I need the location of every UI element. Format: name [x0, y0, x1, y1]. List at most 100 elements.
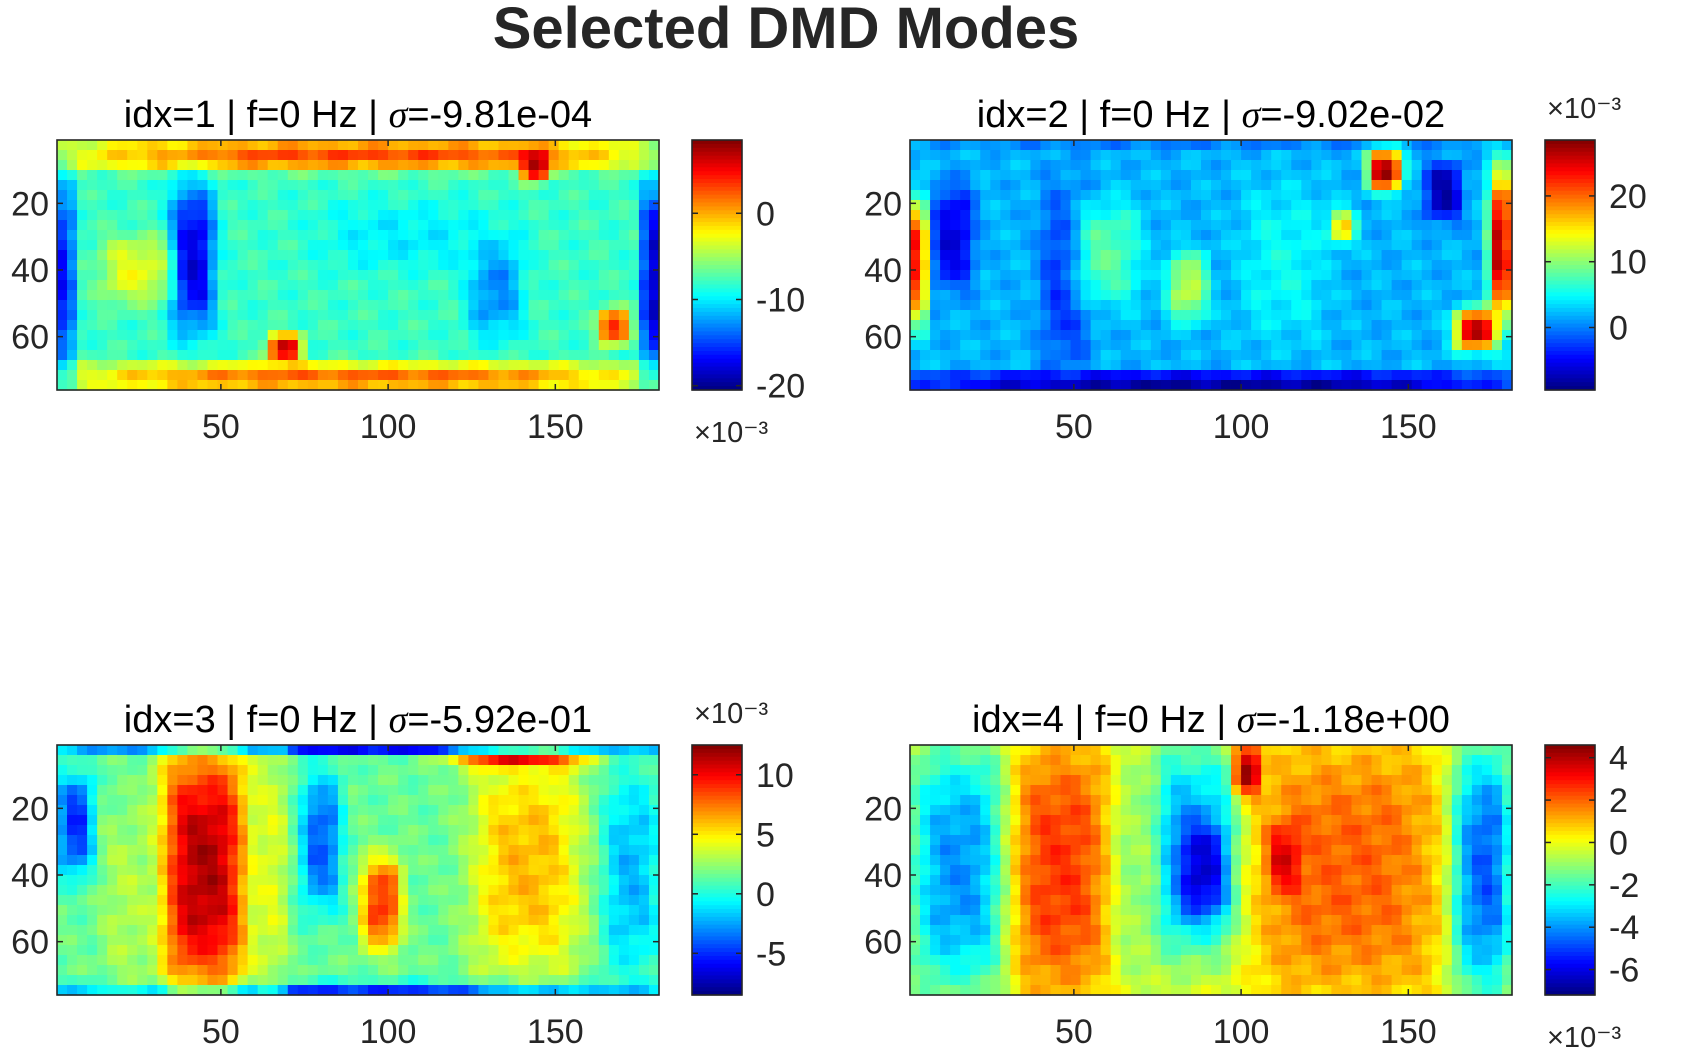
heatmap-cell — [67, 745, 78, 756]
heatmap-cell — [1491, 290, 1503, 301]
heatmap-cell — [1150, 340, 1162, 351]
heatmap-cell — [127, 805, 138, 816]
heatmap-cell — [167, 230, 178, 241]
colorbar-segment — [692, 827, 742, 832]
heatmap-cell — [237, 230, 249, 241]
heatmap-cell — [217, 300, 229, 311]
colorbar-segment — [692, 912, 742, 918]
heatmap-cell — [1200, 350, 1212, 361]
heatmap-cell — [277, 200, 289, 211]
heatmap-cell — [1070, 330, 1082, 341]
heatmap-cell — [568, 330, 580, 341]
heatmap-cell — [1211, 190, 1222, 201]
heatmap-cell — [1281, 270, 1292, 281]
heatmap-cell — [418, 825, 429, 836]
heatmap-cell — [990, 160, 1001, 171]
heatmap-cell — [227, 380, 239, 391]
heatmap-cell — [1321, 300, 1332, 311]
heatmap-cell — [458, 260, 469, 271]
colorbar-segment — [692, 807, 742, 813]
heatmap-cell — [358, 380, 369, 391]
heatmap-cell — [1130, 320, 1142, 331]
heatmap-cell — [528, 805, 540, 816]
heatmap-cell — [197, 925, 209, 936]
heatmap-cell — [337, 865, 349, 876]
heatmap-cell — [1231, 260, 1242, 271]
heatmap-cell — [468, 320, 479, 331]
heatmap-cell — [1381, 765, 1393, 776]
heatmap-cell — [528, 150, 540, 161]
heatmap-cell — [1311, 180, 1322, 191]
heatmap-cell — [1211, 340, 1222, 351]
heatmap-cell — [67, 775, 78, 786]
heatmap-cell — [1180, 190, 1192, 201]
heatmap-cell — [1321, 380, 1332, 391]
heatmap-cell — [598, 300, 610, 311]
heatmap-cell — [478, 795, 490, 806]
heatmap-cell — [638, 845, 650, 856]
heatmap-cell — [1501, 190, 1513, 201]
heatmap-cell — [277, 250, 289, 261]
heatmap-cell — [177, 270, 189, 281]
heatmap-cell — [588, 915, 600, 926]
heatmap-cell — [317, 925, 329, 936]
heatmap-cell — [117, 310, 128, 321]
heatmap-cell — [388, 765, 399, 776]
heatmap-cell — [117, 905, 128, 916]
heatmap-cell — [478, 955, 490, 966]
heatmap-cell — [247, 220, 259, 231]
heatmap-cell — [408, 370, 419, 381]
heatmap-cell — [578, 925, 590, 936]
heatmap-cell — [628, 260, 640, 271]
heatmap-cell — [1501, 765, 1513, 776]
heatmap-cell — [378, 825, 389, 836]
heatmap-cell — [1421, 745, 1433, 756]
heatmap-cell — [1281, 240, 1292, 251]
heatmap-cell — [548, 240, 560, 251]
heatmap-cell — [1321, 180, 1332, 191]
heatmap-cell — [1261, 270, 1272, 281]
heatmap-cell — [628, 815, 640, 826]
heatmap-cell — [277, 340, 289, 351]
heatmap-cell — [910, 260, 921, 271]
heatmap-cell — [307, 330, 319, 341]
heatmap-cell — [618, 340, 630, 351]
heatmap-cell — [468, 370, 479, 381]
heatmap-cell — [608, 360, 620, 371]
heatmap-cell — [558, 835, 570, 846]
heatmap-cell — [77, 745, 88, 756]
heatmap-cell — [408, 250, 419, 261]
y-tick-label: 40 — [11, 252, 49, 290]
heatmap-cell — [1120, 280, 1132, 291]
heatmap-cell — [1311, 300, 1322, 311]
heatmap-cell — [358, 280, 369, 291]
heatmap-cell — [217, 230, 229, 241]
heatmap-cell — [930, 160, 941, 171]
heatmap-cell — [1281, 310, 1292, 321]
heatmap-cell — [67, 190, 78, 201]
heatmap-cell — [97, 280, 108, 291]
heatmap-cell — [1341, 350, 1353, 361]
heatmap-cell — [408, 895, 419, 906]
heatmap-cell — [358, 855, 369, 866]
heatmap-cell — [388, 160, 399, 171]
heatmap-cell — [518, 795, 530, 806]
heatmap-cell — [1351, 270, 1363, 281]
heatmap-cell — [1050, 320, 1062, 331]
heatmap-cell — [1421, 340, 1433, 351]
heatmap-cell — [117, 765, 128, 776]
heatmap-cell — [177, 290, 189, 301]
heatmap-cell — [247, 805, 259, 816]
heatmap-cell — [408, 975, 419, 986]
heatmap-cell — [578, 380, 590, 391]
heatmap-cell — [167, 170, 178, 181]
colorbar-segment — [692, 819, 742, 824]
heatmap-cell — [538, 240, 550, 251]
heatmap-cell — [1010, 210, 1021, 221]
heatmap-cell — [910, 380, 921, 391]
heatmap-cell — [327, 775, 339, 786]
heatmap-cell — [1160, 300, 1172, 311]
heatmap-cell — [1381, 280, 1393, 291]
heatmap-cell — [327, 895, 339, 906]
heatmap-cell — [117, 845, 128, 856]
